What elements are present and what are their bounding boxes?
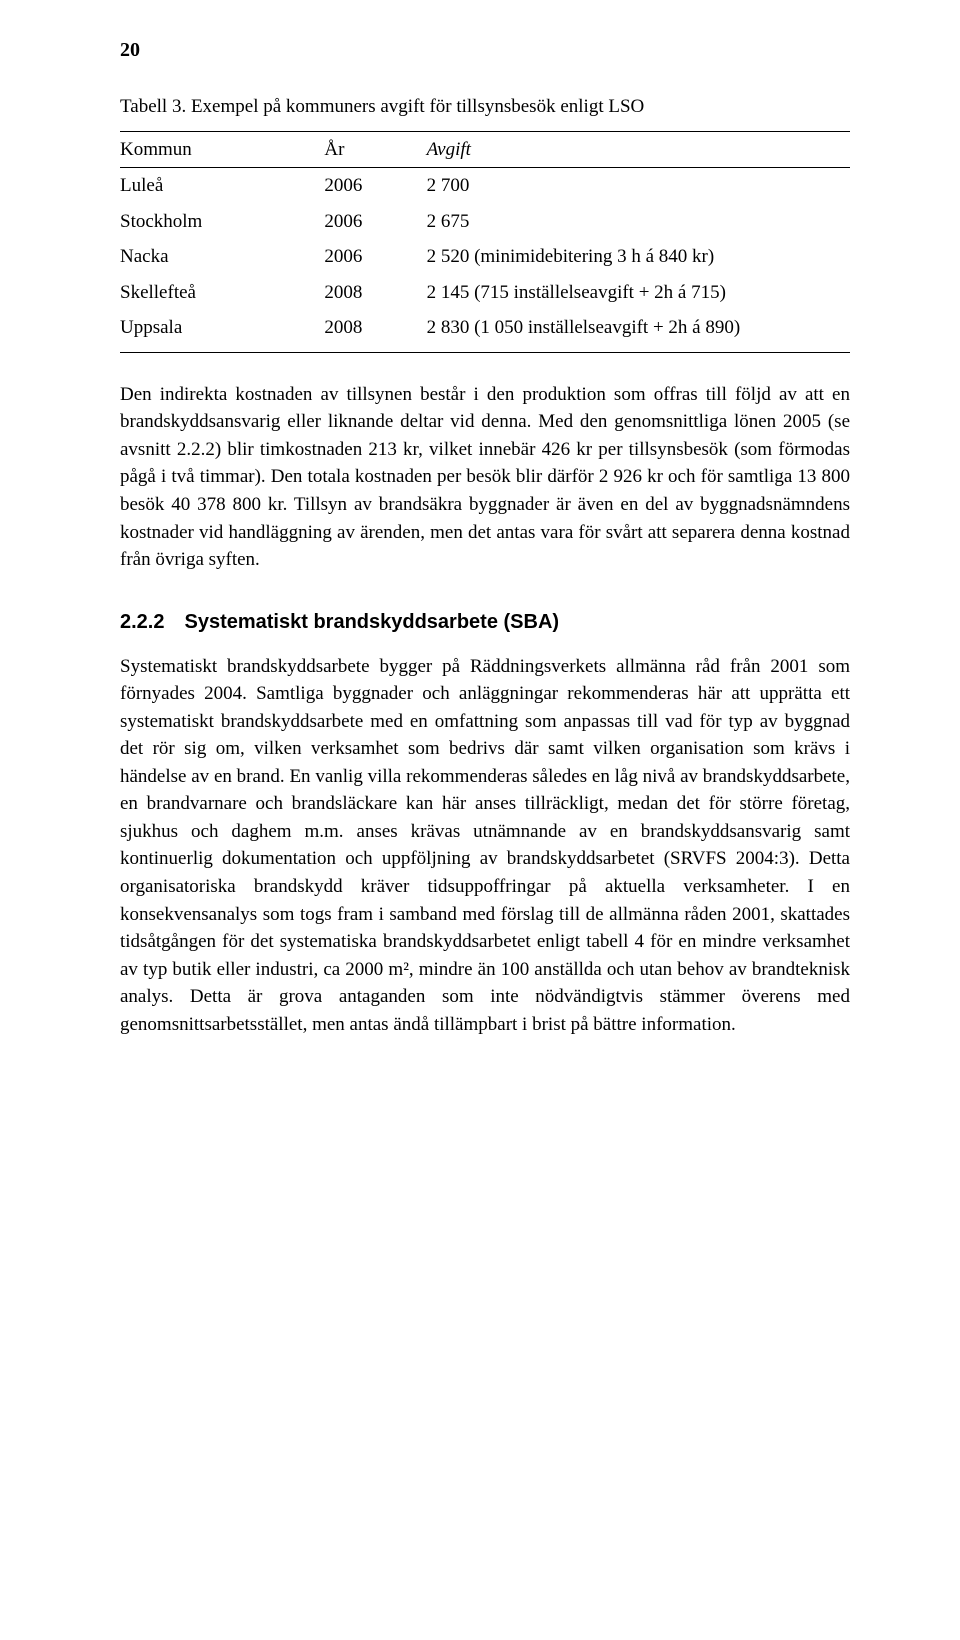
cell-kommun: Luleå [120, 168, 324, 204]
cell-kommun: Stockholm [120, 204, 324, 240]
cell-avgift: 2 520 (minimidebitering 3 h á 840 kr) [427, 239, 850, 275]
col-header-avgift: Avgift [427, 131, 850, 168]
col-header-ar: År [324, 131, 426, 168]
cell-avgift: 2 830 (1 050 inställelseavgift + 2h á 89… [427, 310, 850, 352]
cell-ar: 2008 [324, 310, 426, 352]
cell-ar: 2008 [324, 275, 426, 311]
cell-avgift: 2 675 [427, 204, 850, 240]
table-header-row: Kommun År Avgift [120, 131, 850, 168]
table-caption: Tabell 3. Exempel på kommuners avgift fö… [120, 93, 850, 121]
table-row: Stockholm 2006 2 675 [120, 204, 850, 240]
cell-kommun: Uppsala [120, 310, 324, 352]
table-row: Nacka 2006 2 520 (minimidebitering 3 h á… [120, 239, 850, 275]
col-header-kommun: Kommun [120, 131, 324, 168]
paragraph-sba: Systematiskt brandskyddsarbete bygger på… [120, 653, 850, 1039]
document-page: 20 Tabell 3. Exempel på kommuners avgift… [0, 0, 960, 1098]
cell-kommun: Skellefteå [120, 275, 324, 311]
cell-avgift: 2 145 (715 inställelseavgift + 2h á 715) [427, 275, 850, 311]
section-heading: 2.2.2 Systematiskt brandskyddsarbete (SBA… [120, 608, 850, 637]
page-number: 20 [120, 36, 850, 65]
section-title: Systematiskt brandskyddsarbete (SBA) [184, 611, 559, 633]
cell-ar: 2006 [324, 204, 426, 240]
cell-ar: 2006 [324, 239, 426, 275]
cell-kommun: Nacka [120, 239, 324, 275]
cell-ar: 2006 [324, 168, 426, 204]
table-row: Luleå 2006 2 700 [120, 168, 850, 204]
table-row: Skellefteå 2008 2 145 (715 inställelseav… [120, 275, 850, 311]
paragraph-indirekta-kostnaden: Den indirekta kostnaden av tillsynen bes… [120, 381, 850, 574]
section-number: 2.2.2 [120, 608, 164, 637]
avgift-table: Kommun År Avgift Luleå 2006 2 700 Stockh… [120, 131, 850, 353]
table-row: Uppsala 2008 2 830 (1 050 inställelseavg… [120, 310, 850, 352]
cell-avgift: 2 700 [427, 168, 850, 204]
